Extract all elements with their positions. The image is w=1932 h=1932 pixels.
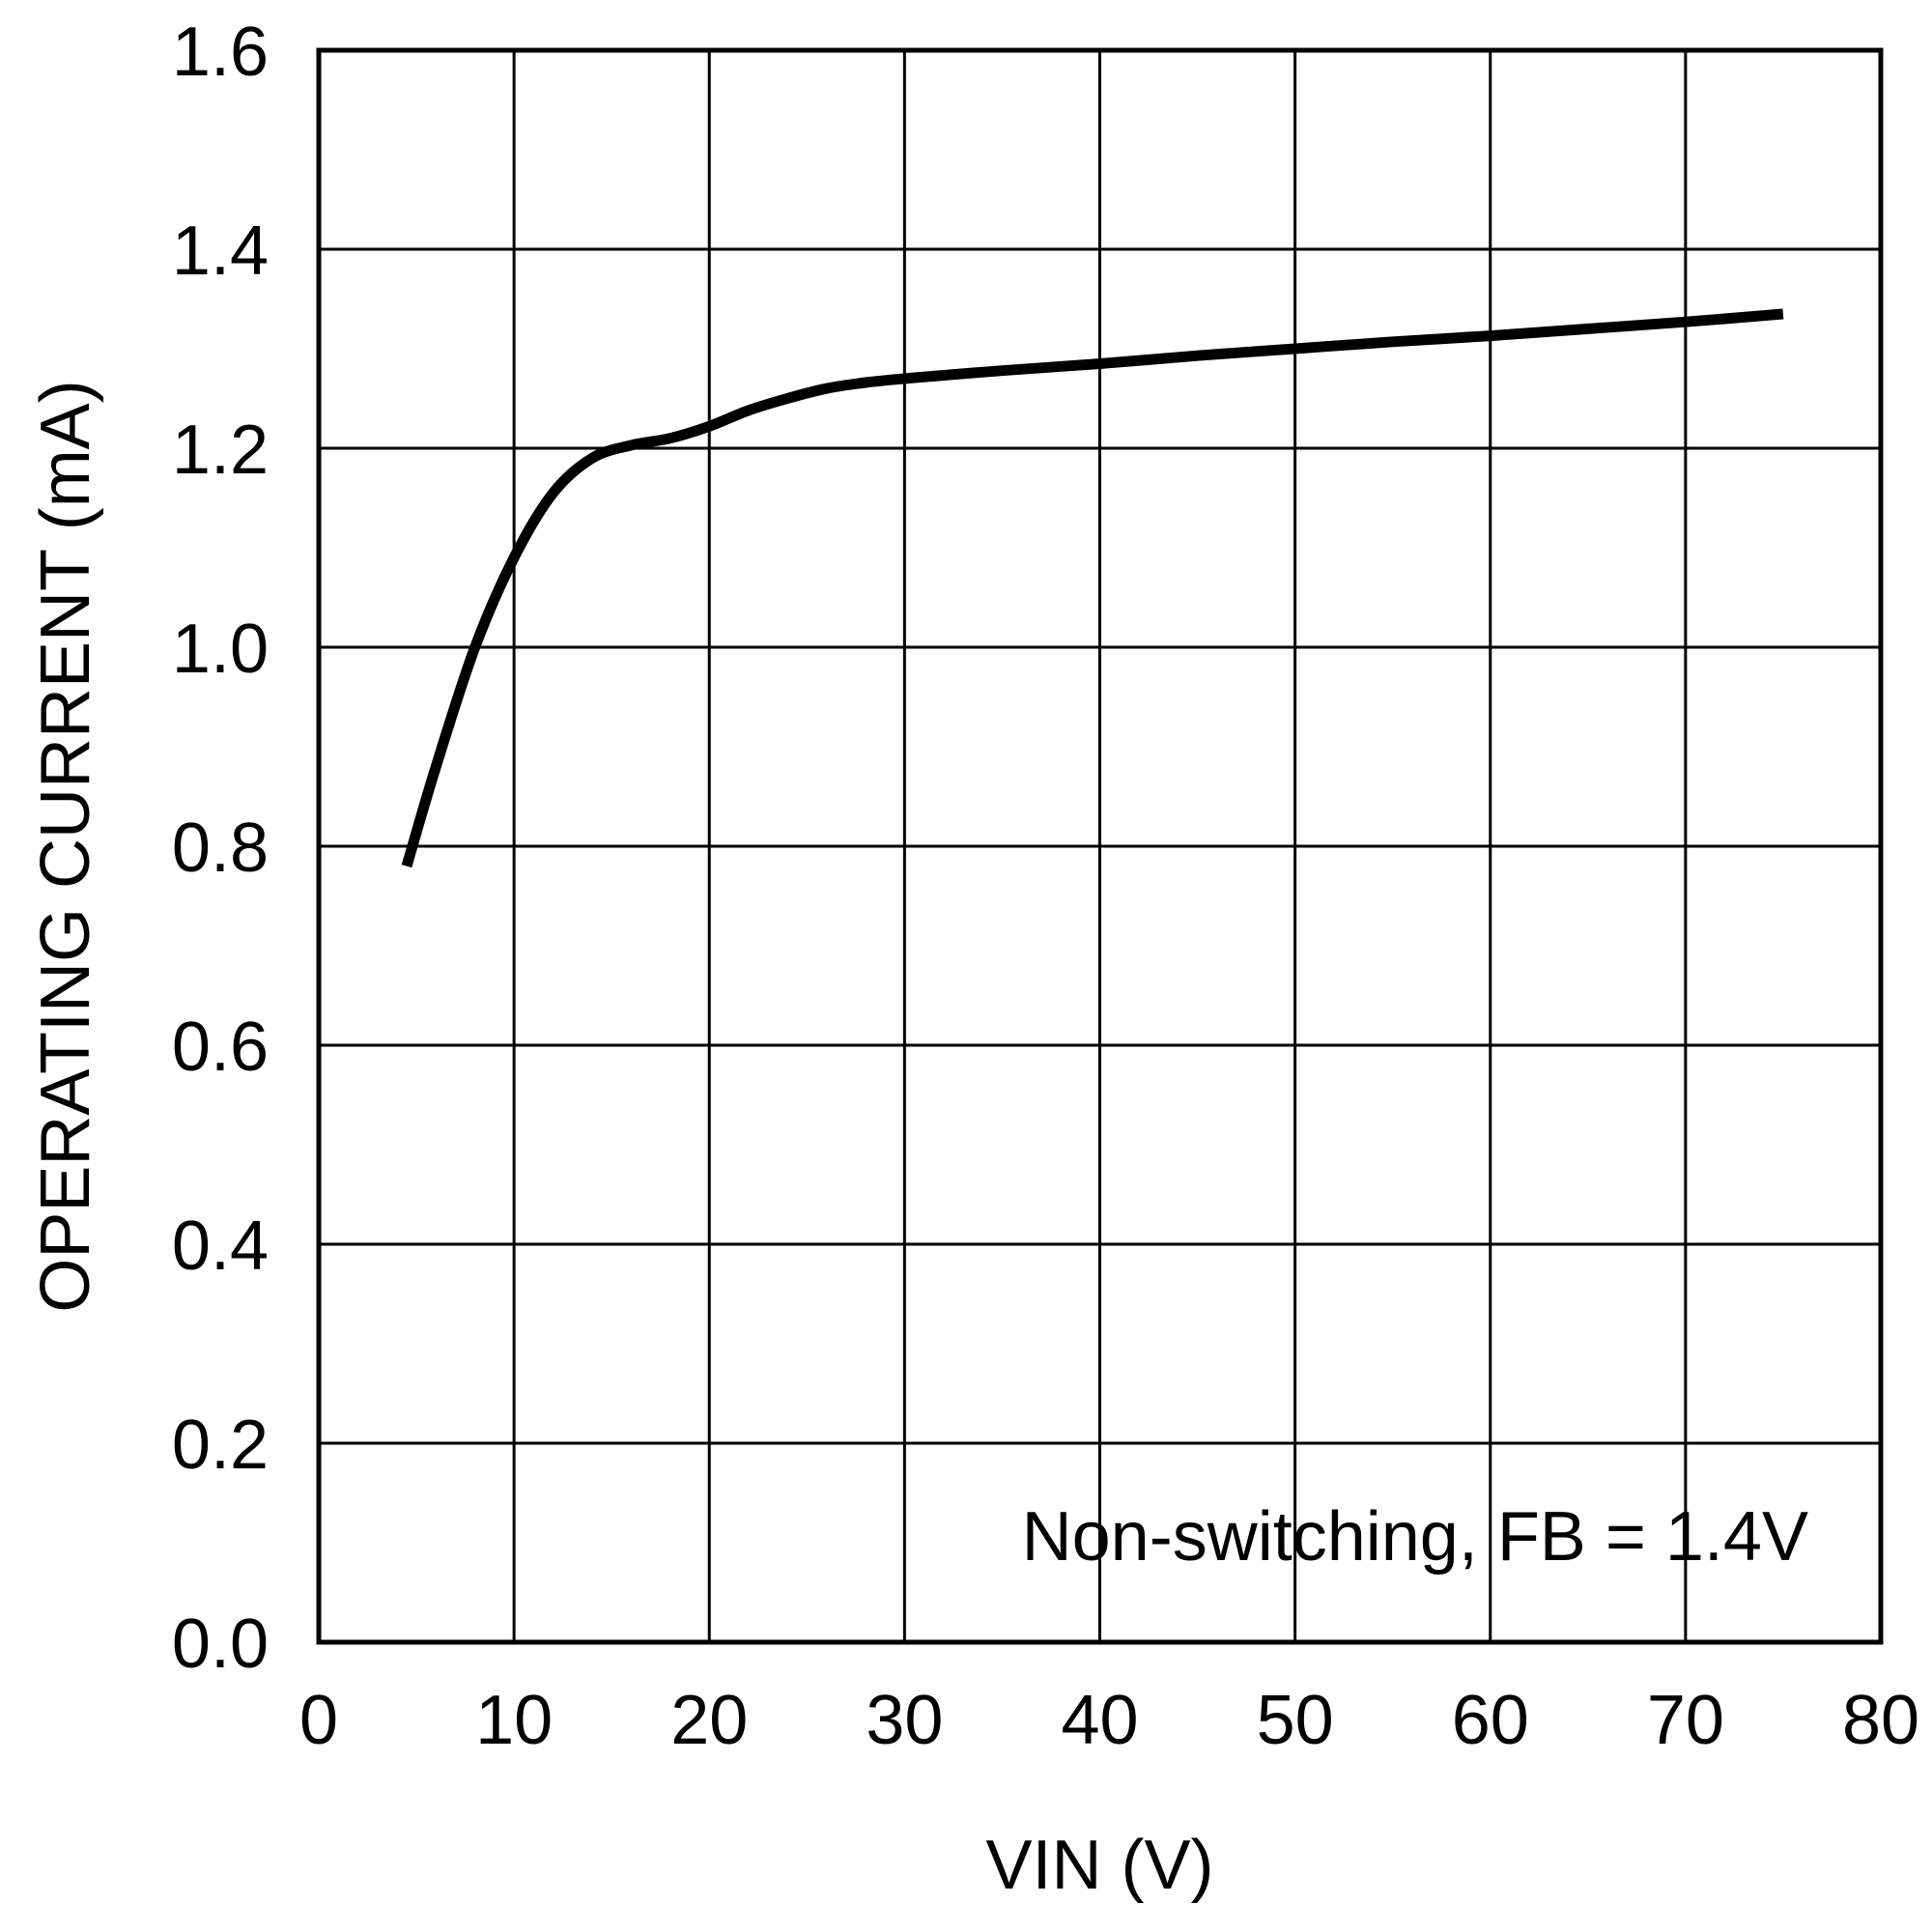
x-tick-label: 10 — [475, 1682, 553, 1759]
y-tick-label: 1.2 — [172, 412, 269, 489]
x-tick-label: 70 — [1647, 1682, 1724, 1759]
x-tick-label: 30 — [866, 1682, 943, 1759]
x-tick-label: 0 — [299, 1682, 338, 1759]
y-tick-label: 0.8 — [172, 810, 269, 887]
x-tick-label: 50 — [1257, 1682, 1334, 1759]
x-tick-label: 80 — [1842, 1682, 1919, 1759]
y-tick-label: 1.0 — [172, 611, 269, 688]
y-tick-label: 0.2 — [172, 1406, 269, 1484]
y-tick-label: 0.4 — [172, 1208, 269, 1285]
annotation-text: Non-switching, FB = 1.4V — [1022, 1498, 1808, 1576]
x-tick-labels: 0 10 20 30 40 50 60 70 80 — [299, 1682, 1919, 1759]
y-tick-labels: 0.0 0.2 0.4 0.6 0.8 1.0 1.2 1.4 1.6 — [172, 14, 269, 1683]
y-tick-label: 0.6 — [172, 1009, 269, 1086]
y-axis-title: OPERATING CURRENT (mA) — [27, 380, 104, 1312]
plot-frame — [316, 47, 1884, 1645]
y-tick-label: 1.6 — [172, 14, 269, 91]
x-tick-label: 40 — [1061, 1682, 1138, 1759]
x-tick-label: 20 — [670, 1682, 748, 1759]
x-tick-label: 60 — [1452, 1682, 1529, 1759]
x-axis-title: VIN (V) — [985, 1827, 1213, 1904]
y-tick-label: 0.0 — [172, 1605, 269, 1683]
series-layer — [401, 308, 1784, 868]
series-line — [401, 308, 1784, 868]
y-tick-label: 1.4 — [172, 213, 269, 290]
